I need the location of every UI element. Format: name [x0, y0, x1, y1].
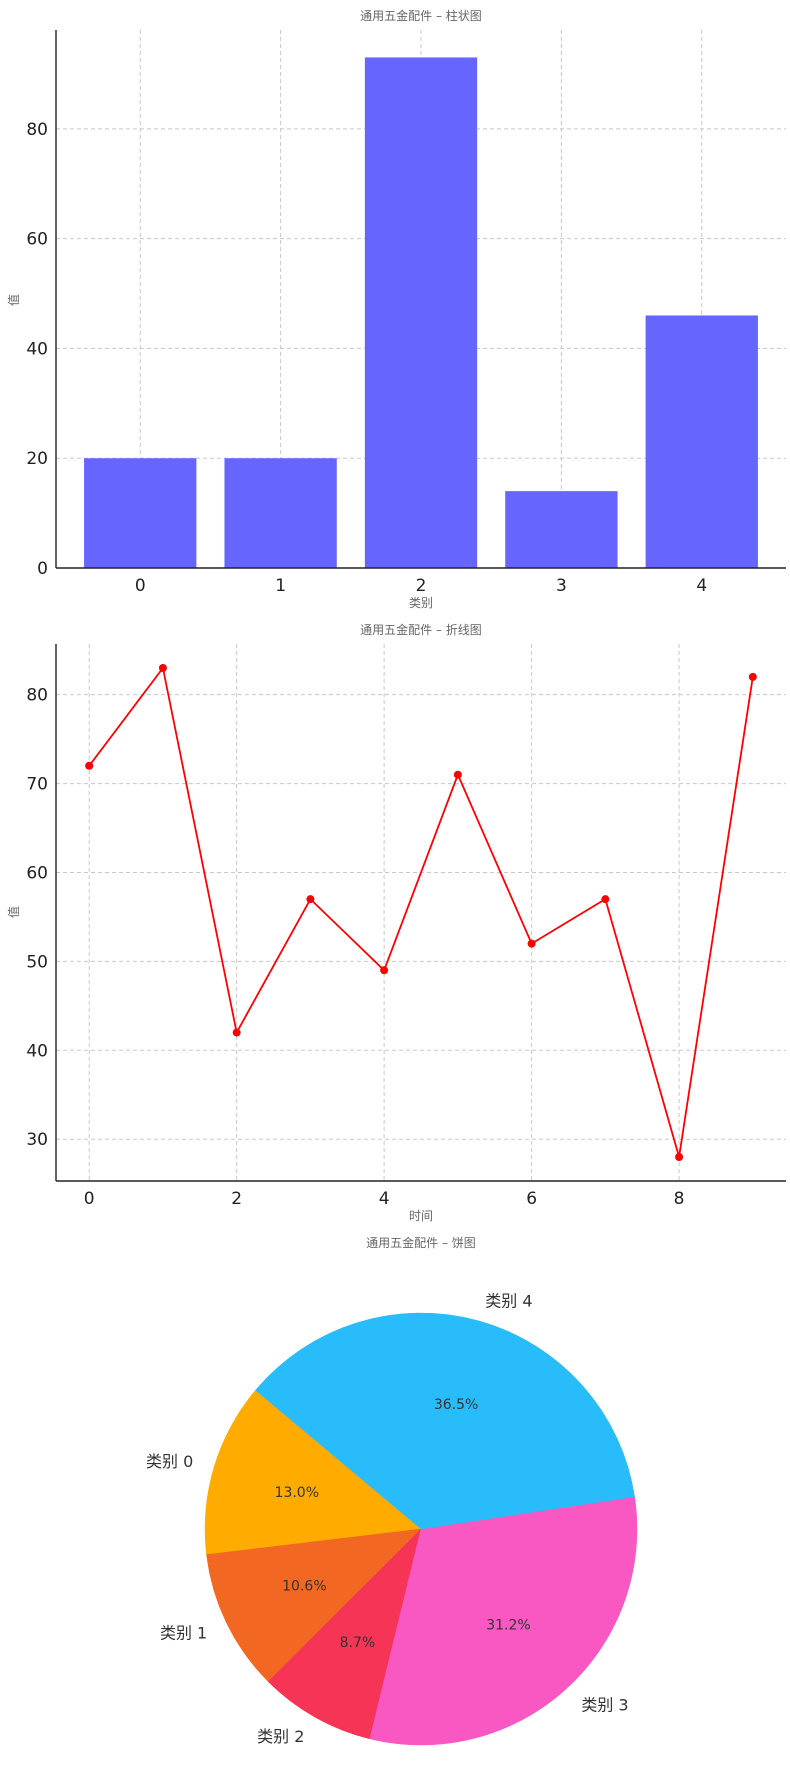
line-chart-x-tick-label: 0: [84, 1189, 95, 1209]
bar-chart-bars: [84, 57, 758, 569]
line-chart-point: [748, 672, 757, 681]
line-chart-point: [527, 939, 536, 948]
pie-chart-percent-label: 31.2%: [486, 1618, 530, 1634]
line-chart-grid: [56, 644, 786, 1181]
line-chart-point: [306, 895, 315, 904]
pie-chart-slice: [369, 1496, 638, 1746]
bar-chart-bar: [364, 57, 478, 569]
line-chart-y-axis-label: 值: [6, 906, 21, 918]
line-chart-point: [675, 1152, 684, 1161]
line-chart-series: [85, 664, 757, 1161]
pie-chart-slice: [267, 1528, 422, 1740]
line-chart-point: [232, 1028, 241, 1037]
pie-chart-category-label: 类别 3: [581, 1695, 628, 1714]
bar-chart-x-tick-label: 3: [556, 576, 567, 596]
bar-chart-x-tick-label: 4: [696, 576, 707, 596]
line-chart-x-tick-label: 6: [526, 1189, 537, 1209]
pie-chart-labels: 13.0% 类别 0 10.6% 类别 1 8.7% 类别 2 31.2% 类别 3 36.5%…: [146, 1291, 629, 1746]
bar-chart-y-tick-label: 0: [37, 559, 48, 579]
bar-chart-x-tick-label: 0: [135, 576, 146, 596]
line-chart-y-tick-label: 40: [26, 1041, 48, 1061]
bar-chart-bar: [84, 458, 197, 568]
bar-chart: 通用五金配件 – 柱状图 类别 值 0 20 40 60 80 0 1 2 3 4: [6, 8, 786, 610]
line-chart-x-tick-label: 2: [231, 1189, 242, 1209]
line-chart-point: [85, 761, 94, 770]
line-chart-title: 通用五金配件 – 折线图: [360, 622, 482, 637]
line-chart-x-tick-label: 4: [379, 1189, 390, 1209]
line-chart-point: [601, 895, 610, 904]
line-chart-x-axis-label: 时间: [409, 1209, 433, 1223]
pie-chart-percent-label: 8.7%: [340, 1635, 376, 1651]
pie-chart-category-label: 类别 0: [146, 1452, 193, 1471]
line-chart-y-tick-label: 80: [26, 686, 48, 706]
bar-chart-x-tick-label: 2: [416, 576, 427, 596]
pie-chart-category-label: 类别 2: [257, 1727, 304, 1746]
pie-chart-slices: [204, 1312, 638, 1746]
pie-chart-category-label: 类别 1: [160, 1624, 207, 1643]
bar-chart-y-tick-label: 40: [26, 339, 48, 359]
bar-chart-y-tick-label: 20: [26, 449, 48, 469]
pie-chart-percent-label: 13.0%: [275, 1485, 319, 1501]
bar-chart-x-axis-label: 类别: [409, 596, 433, 610]
line-chart-point: [158, 664, 167, 673]
line-chart-y-tick-label: 70: [26, 775, 48, 795]
line-chart-point: [380, 966, 389, 975]
bar-chart-y-tick-label: 60: [26, 230, 48, 250]
pie-chart: 通用五金配件 – 饼图 13.0% 类别 0 10.6% 类别 1 8.7% 类别 2 31…: [146, 1235, 638, 1746]
bar-chart-ticks: 0 20 40 60 80 0 1 2 3 4: [26, 120, 707, 596]
line-chart: 通用五金配件 – 折线图 时间 值 30 40 50 60 70 80 0 2 4 6 8: [6, 622, 786, 1223]
pie-chart-title: 通用五金配件 – 饼图: [366, 1235, 476, 1250]
line-chart-point: [453, 770, 462, 779]
line-chart-series-line: [88, 665, 754, 1158]
bar-chart-title: 通用五金配件 – 柱状图: [360, 8, 482, 23]
pie-chart-slice: [206, 1528, 422, 1682]
pie-chart-slice: [204, 1389, 422, 1555]
pie-chart-category-label: 类别 4: [485, 1291, 532, 1310]
pie-chart-slice: [255, 1312, 635, 1530]
line-chart-y-tick-label: 50: [26, 952, 48, 972]
bar-chart-bar: [224, 458, 337, 568]
bar-chart-y-tick-label: 80: [26, 120, 48, 140]
line-chart-y-tick-label: 30: [26, 1130, 48, 1150]
pie-chart-percent-label: 36.5%: [434, 1397, 478, 1413]
bar-chart-bar: [505, 491, 618, 568]
line-chart-ticks: 30 40 50 60 70 80 0 2 4 6 8: [26, 686, 684, 1209]
bar-chart-bar: [645, 315, 758, 568]
bar-chart-y-axis-label: 值: [6, 294, 21, 306]
pie-chart-percent-label: 10.6%: [282, 1579, 326, 1595]
line-chart-y-tick-label: 60: [26, 863, 48, 883]
bar-chart-x-tick-label: 1: [275, 576, 286, 596]
line-chart-x-tick-label: 8: [674, 1189, 685, 1209]
